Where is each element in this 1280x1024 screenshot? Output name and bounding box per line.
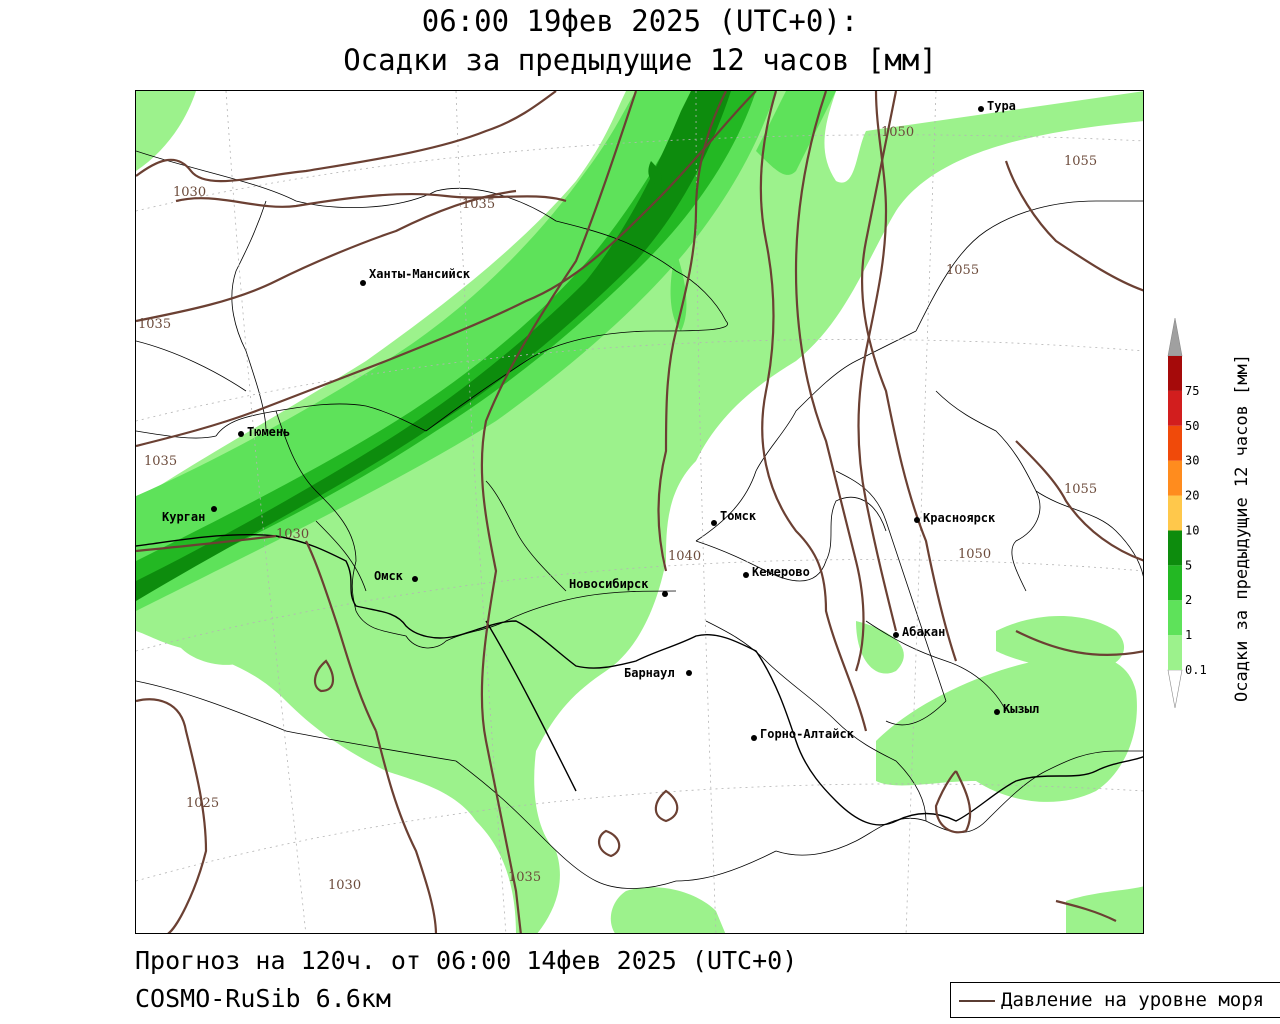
city-label-kyzyl: Кызыл (1003, 702, 1039, 716)
national-border (136, 533, 1143, 826)
colorbar-tick-label: 5 (1185, 558, 1192, 572)
colorbar-tick-label: 1 (1185, 628, 1192, 642)
city-label-tyumen: Тюмень (247, 425, 290, 439)
colorbar-swatch (1168, 600, 1182, 636)
city-label-tomsk: Томск (720, 509, 757, 523)
graticule (136, 91, 1143, 933)
isobar-label: 1035 (508, 870, 541, 885)
administrative-boundaries (136, 150, 1143, 889)
city-marker (360, 280, 366, 286)
city-label-krasnoyarsk: Красноярск (923, 511, 996, 525)
colorbar-swatch (1168, 390, 1182, 426)
colorbar-title: Осадки за предыдущие 12 часов [мм] (1232, 354, 1252, 702)
city-marker (978, 106, 984, 112)
precipitation-map: 1030 1035 1035 1035 1030 1025 1030 1035 … (135, 90, 1144, 934)
city-marker (711, 520, 717, 526)
isobar-label: 1035 (138, 317, 171, 332)
isobar-label: 1055 (946, 263, 979, 278)
city-label-kemerovo: Кемерово (752, 565, 810, 579)
city-marker (238, 431, 244, 437)
isobar-label: 1030 (173, 185, 206, 200)
precipitation-colorbar: 0.1 1 2 5 10 20 30 50 75 (1167, 317, 1207, 709)
colorbar-tick-label: 30 (1185, 454, 1199, 468)
colorbar-tick-label: 0.1 (1185, 663, 1207, 677)
isobars (136, 91, 1143, 933)
city-label-barnaul: Барнаул (624, 666, 675, 680)
city-marker (412, 576, 418, 582)
isobar-label: 1050 (958, 547, 991, 562)
map-title-parameter: Осадки за предыдущие 12 часов [мм] (343, 43, 937, 77)
isobar-label: 1040 (668, 549, 701, 564)
pressure-legend: Давление на уровне моря (950, 982, 1280, 1018)
colorbar-tick-label: 2 (1185, 593, 1192, 607)
isobar-label: 1050 (881, 125, 914, 140)
forecast-info: Прогноз на 120ч. от 06:00 14фев 2025 (UT… (135, 946, 798, 975)
city-marker (662, 591, 668, 597)
colorbar-bottom-arrow (1167, 669, 1183, 709)
colorbar-tick-label: 75 (1185, 384, 1199, 398)
precip-light-area (136, 91, 1143, 933)
map-title-time: 06:00 19фев 2025 (UTC+0): (421, 4, 859, 38)
isobar-label: 1055 (1064, 154, 1097, 169)
city-marker (914, 517, 920, 523)
colorbar-swatch (1168, 565, 1182, 601)
city-label-kurgan: Курган (162, 510, 205, 524)
cities: Тура Ханты-Мансийск Тюмень Курган Омск Н… (162, 99, 1039, 741)
precip-very-heavy-area (136, 91, 731, 601)
isobar-label: 1030 (328, 878, 361, 893)
city-label-omsk: Омск (374, 569, 404, 583)
city-label-khanty-mansiysk: Ханты-Мансийск (369, 267, 471, 281)
colorbar-tick-label: 10 (1185, 523, 1199, 537)
colorbar-swatch (1168, 460, 1182, 496)
colorbar-swatch (1168, 356, 1182, 391)
colorbar-top-arrow (1167, 317, 1183, 357)
city-label-novosibirsk: Новосибирск (569, 577, 649, 591)
city-label-tura: Тура (987, 99, 1016, 113)
city-marker (686, 670, 692, 676)
model-name: COSMO-RuSib 6.6км (135, 984, 391, 1013)
pressure-legend-line (959, 1000, 995, 1002)
isobar-label: 1030 (276, 527, 309, 542)
city-marker (751, 735, 757, 741)
city-marker (994, 709, 1000, 715)
isobar-labels: 1030 1035 1035 1035 1030 1025 1030 1035 … (138, 125, 1097, 893)
pressure-legend-label: Давление на уровне моря (1001, 989, 1265, 1011)
isobar-label: 1025 (186, 796, 219, 811)
city-label-abakan: Абакан (902, 625, 945, 639)
city-label-gorno-altaysk: Горно-Алтайск (760, 727, 855, 741)
colorbar-swatch (1168, 425, 1182, 461)
city-marker (893, 632, 899, 638)
isobar-label: 1035 (144, 454, 177, 469)
colorbar-swatch (1168, 495, 1182, 531)
colorbar-swatch (1168, 635, 1182, 670)
colorbar-swatch (1168, 530, 1182, 566)
isobar-label: 1055 (1064, 482, 1097, 497)
city-marker (211, 506, 217, 512)
city-marker (743, 572, 749, 578)
colorbar-tick-label: 20 (1185, 489, 1199, 503)
isobar-label: 1035 (462, 197, 495, 212)
colorbar-tick-label: 50 (1185, 419, 1199, 433)
